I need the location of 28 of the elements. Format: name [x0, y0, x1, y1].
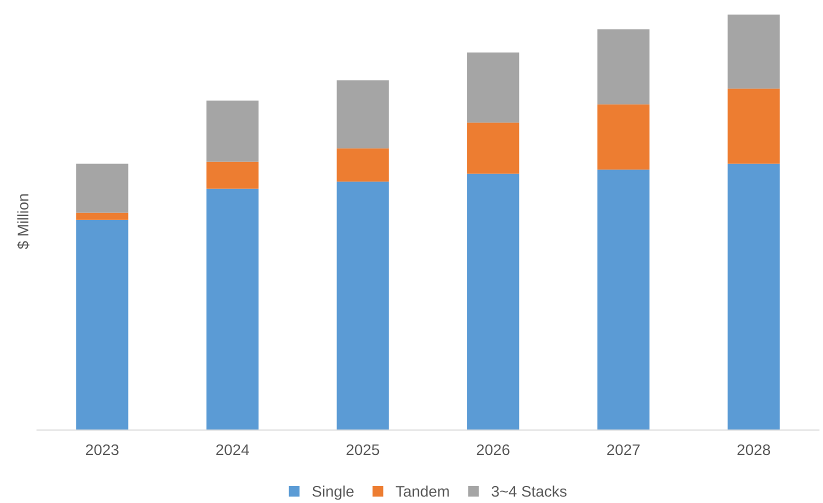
bar	[206, 162, 259, 189]
bar	[728, 164, 780, 430]
bar	[728, 88, 780, 164]
bar	[467, 52, 520, 123]
x-tick-label: 2026	[476, 444, 510, 456]
bar	[467, 174, 520, 430]
x-tick-label: 2027	[607, 444, 640, 456]
bar	[597, 29, 650, 104]
x-tick-label: 2025	[346, 444, 380, 456]
legend-label: Tandem	[396, 486, 449, 497]
legend-label: 3~4 Stacks	[492, 486, 567, 497]
bar	[206, 100, 259, 162]
bar	[336, 80, 389, 148]
bar	[206, 188, 259, 430]
y-axis-title: $ Million	[17, 194, 30, 250]
bar	[728, 14, 780, 89]
bar	[597, 170, 650, 430]
bar	[76, 164, 128, 213]
bar	[76, 212, 128, 220]
bar	[467, 122, 520, 174]
legend-label: Single	[312, 486, 354, 500]
x-tick-label: 2023	[86, 444, 119, 456]
bar	[76, 220, 128, 430]
bar	[336, 182, 389, 430]
bar	[336, 148, 389, 182]
x-tick-label: 2028	[738, 444, 770, 456]
x-tick-label: 2024	[216, 444, 250, 456]
bar	[597, 104, 650, 170]
